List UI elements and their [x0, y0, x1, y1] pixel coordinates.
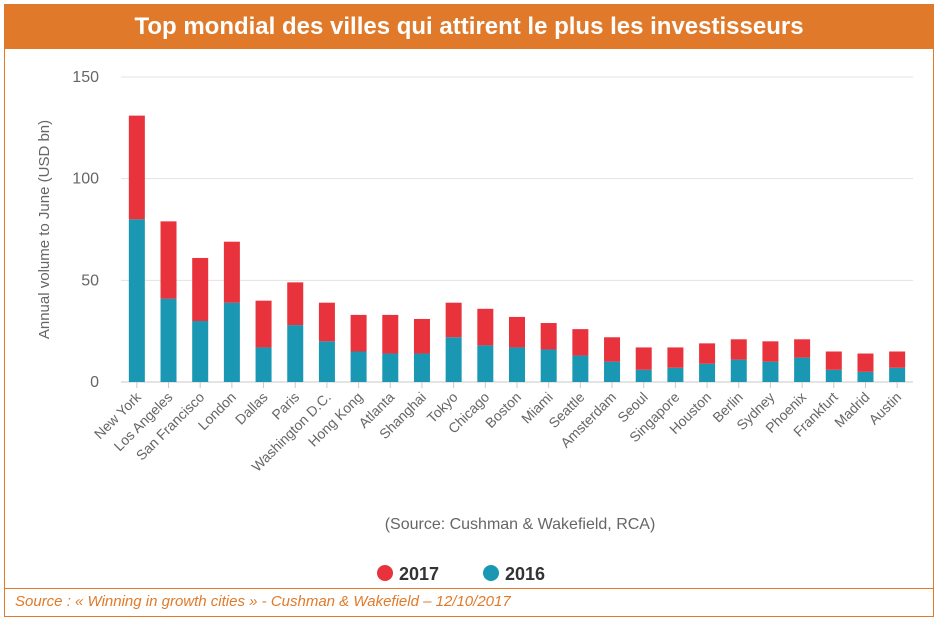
bar-2016 — [667, 367, 684, 382]
bar-2017 — [223, 241, 240, 303]
legend-label-2016: 2016 — [505, 564, 545, 584]
bar-2016 — [699, 363, 716, 382]
bar-2017 — [192, 257, 209, 321]
bar-2016 — [255, 347, 272, 382]
bar-2016 — [540, 349, 557, 382]
bar-2017 — [382, 314, 399, 354]
bar-2017 — [287, 282, 304, 326]
x-tick-label: Dallas — [232, 389, 271, 428]
bar-2016 — [730, 359, 747, 382]
bar-2017 — [350, 314, 367, 352]
bar-2016 — [857, 371, 874, 382]
chart-title: Top mondial des villes qui attirent le p… — [5, 5, 933, 49]
bar-2017 — [730, 339, 747, 360]
bar-2017 — [572, 329, 589, 356]
bar-2017 — [857, 353, 874, 372]
bar-2016 — [509, 347, 525, 382]
bar-2017 — [255, 300, 272, 348]
bar-2017 — [540, 323, 557, 350]
legend-marker-2017 — [377, 565, 393, 581]
bar-2016 — [223, 302, 240, 382]
bar-2016 — [889, 367, 906, 382]
bar-2017 — [889, 351, 906, 368]
y-axis-label: Annual volume to June (USD bn) — [36, 120, 53, 339]
source-annotation: (Source: Cushman & Wakefield, RCA) — [385, 516, 656, 533]
bar-2017 — [509, 316, 525, 348]
footer-divider — [5, 588, 933, 589]
bar-2016 — [350, 351, 367, 382]
y-tick-label: 50 — [81, 272, 99, 289]
chart-frame: Top mondial des villes qui attirent le p… — [4, 4, 934, 617]
bar-2016 — [477, 345, 494, 382]
y-tick-label: 150 — [72, 69, 99, 86]
bar-2017 — [318, 302, 335, 342]
bar-2017 — [477, 308, 494, 346]
bar-2016 — [604, 361, 621, 382]
legend-marker-2016 — [483, 565, 499, 581]
bar-2016 — [445, 337, 462, 382]
bar-2017 — [667, 347, 684, 368]
bar-2017 — [604, 337, 621, 362]
x-tick-label: Boston — [482, 389, 524, 431]
bar-2017 — [128, 115, 145, 220]
bar-2016 — [762, 361, 779, 382]
footer-source: Source : « Winning in growth cities » - … — [15, 593, 511, 610]
y-tick-label: 100 — [72, 171, 99, 188]
bar-2016 — [635, 369, 652, 382]
bar-2016 — [318, 341, 335, 382]
bar-2017 — [635, 347, 652, 370]
bar-2017 — [825, 351, 842, 370]
bar-2016 — [382, 353, 399, 382]
bar-2016 — [160, 298, 177, 382]
bar-2016 — [128, 219, 145, 382]
x-tick-label: Madrid — [831, 389, 873, 431]
bar-2017 — [445, 302, 462, 338]
bar-2016 — [287, 325, 304, 382]
y-tick-label: 0 — [90, 374, 99, 391]
bar-2016 — [825, 369, 842, 382]
bar-2017 — [794, 339, 811, 358]
bar-2017 — [699, 343, 716, 364]
legend-label-2017: 2017 — [399, 564, 439, 584]
bar-2017 — [762, 341, 779, 362]
bar-2016 — [192, 321, 209, 382]
bar-2017 — [160, 221, 177, 299]
bar-2016 — [413, 353, 430, 382]
bar-2016 — [572, 355, 589, 382]
bar-2016 — [794, 357, 811, 382]
bar-2017 — [413, 318, 430, 354]
x-tick-label: Austin — [865, 389, 904, 428]
